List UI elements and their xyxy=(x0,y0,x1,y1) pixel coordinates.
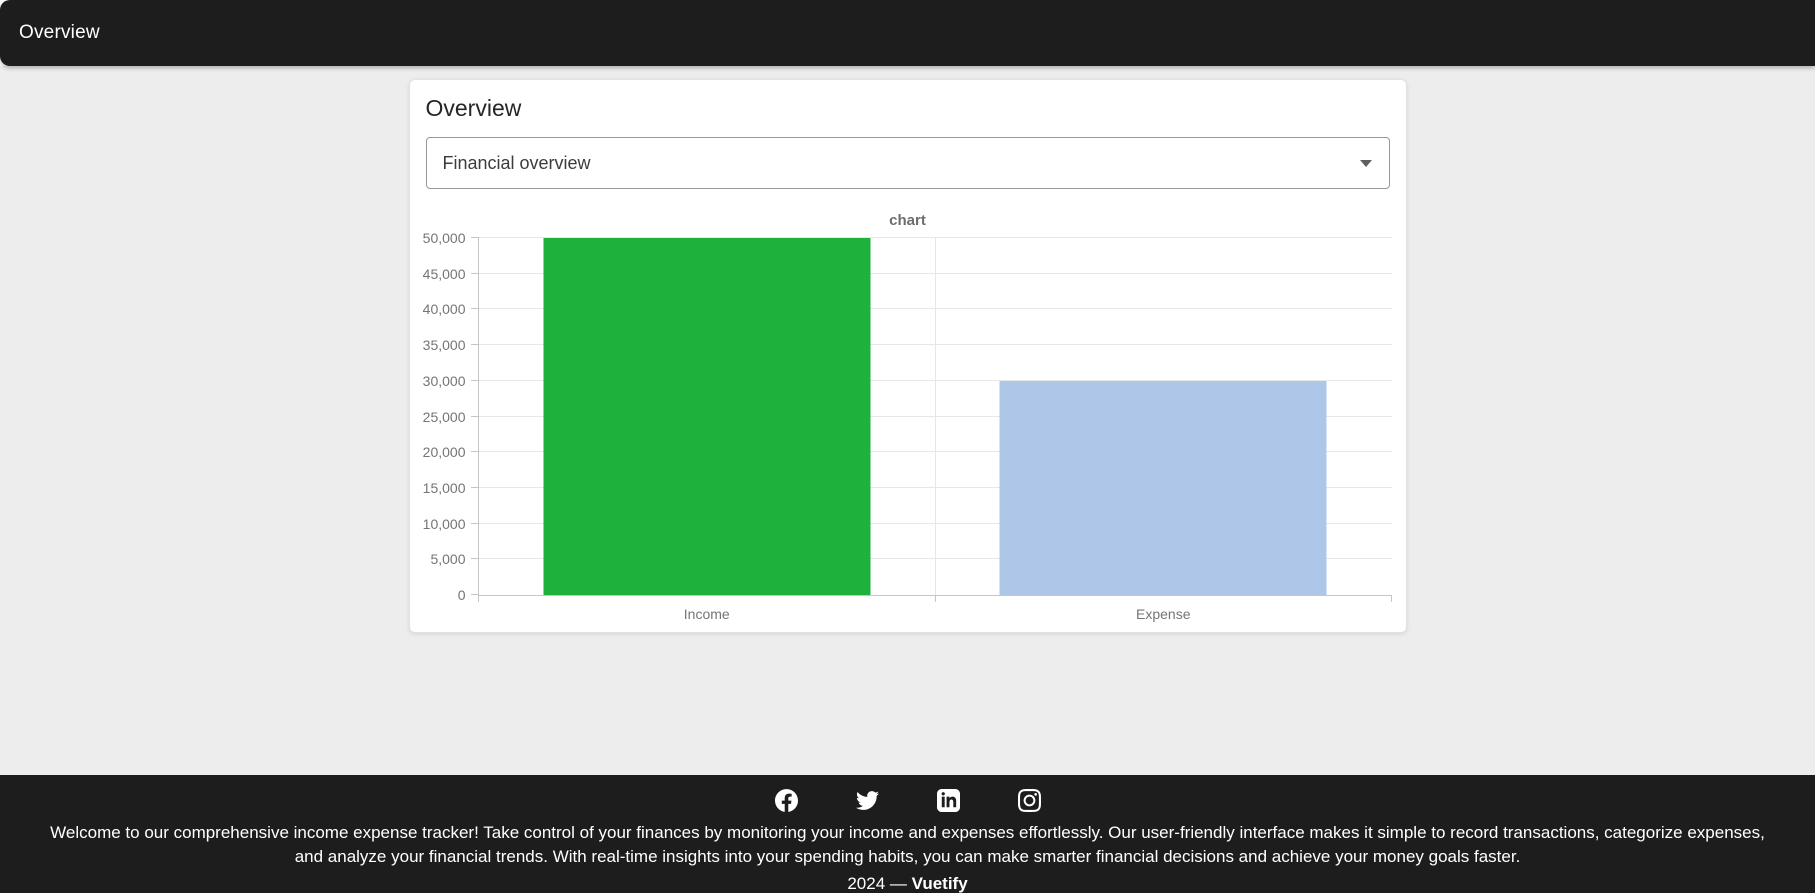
x-axis-tick xyxy=(934,595,936,602)
chevron-down-icon xyxy=(1359,159,1372,167)
facebook-icon xyxy=(774,788,798,812)
footer-copyright: 2024 — Vuetify xyxy=(0,874,1815,894)
report-type-select[interactable]: Financial overview xyxy=(425,137,1390,189)
y-axis-label: 25,000 xyxy=(422,408,466,425)
chart-plot: 0 5,000 10,000 15,000 20,000 25,000 30,000 35,0… xyxy=(423,231,1392,622)
footer: Welcome to our comprehensive income expe… xyxy=(0,775,1815,893)
card-title: Overview xyxy=(425,95,522,121)
y-axis-label: 0 xyxy=(457,587,466,603)
footer-description: Welcome to our comprehensive income expe… xyxy=(50,823,1765,866)
y-axis-label: 15,000 xyxy=(422,479,466,496)
y-axis-label: 35,000 xyxy=(422,337,466,354)
copyright-brand: Vuetify xyxy=(911,874,968,893)
app-bar-title: Overview xyxy=(19,22,100,43)
y-axis-tick xyxy=(470,308,479,310)
linkedin-link[interactable] xyxy=(936,788,960,812)
y-axis-label: 45,000 xyxy=(422,265,466,282)
y-axis-label: 50,000 xyxy=(422,230,466,246)
y-axis-label: 5,000 xyxy=(430,551,466,568)
y-axis-tick xyxy=(470,558,479,560)
page-background: Overview Financial overview chart 0 5,000… xyxy=(0,66,1815,775)
y-axis-label: 30,000 xyxy=(422,372,466,389)
social-links xyxy=(0,786,1815,814)
y-axis-tick xyxy=(470,344,479,346)
select-value: Financial overview xyxy=(442,152,591,173)
copyright-separator: — xyxy=(889,874,907,893)
app-bar: Overview xyxy=(0,0,1815,66)
twitter-link[interactable] xyxy=(855,788,879,812)
facebook-link[interactable] xyxy=(774,788,798,812)
gridline-vertical xyxy=(935,238,936,595)
y-axis-tick xyxy=(470,415,479,417)
x-axis-tick xyxy=(1391,595,1392,602)
gridline xyxy=(478,237,1392,238)
x-axis-label: Expense xyxy=(1136,606,1191,622)
y-axis-tick xyxy=(470,594,479,595)
instagram-icon xyxy=(1017,788,1041,812)
twitter-icon xyxy=(855,790,879,810)
x-axis-tick xyxy=(478,595,479,602)
y-axis-label: 10,000 xyxy=(422,515,466,532)
bar-income xyxy=(543,238,871,595)
bar-expense xyxy=(999,380,1327,595)
x-axis-label: Income xyxy=(683,606,730,622)
y-axis-tick xyxy=(470,451,479,453)
copyright-year: 2024 xyxy=(847,874,886,893)
y-axis-tick xyxy=(470,272,479,274)
linkedin-icon xyxy=(936,788,960,812)
chart: chart 0 5,000 10,000 15,000 20,000 25,000 30,0… xyxy=(423,212,1392,622)
y-axis-tick xyxy=(470,522,479,524)
y-axis-label: 20,000 xyxy=(422,444,466,461)
y-axis-label: 40,000 xyxy=(422,301,466,318)
chart-title: chart xyxy=(889,212,926,229)
instagram-link[interactable] xyxy=(1017,788,1041,812)
y-axis-tick xyxy=(470,486,479,488)
y-axis-tick xyxy=(470,379,479,381)
overview-card: Overview Financial overview chart 0 5,000… xyxy=(408,79,1407,633)
y-axis-tick xyxy=(470,237,479,238)
